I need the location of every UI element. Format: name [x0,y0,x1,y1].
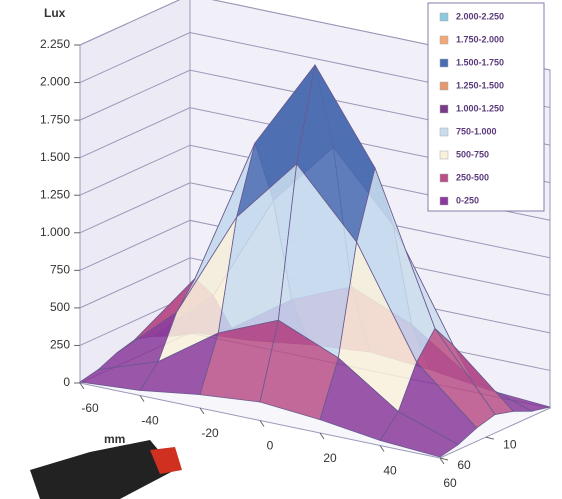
x-tick [379,445,385,452]
z-tick-label: 1.500 [40,150,70,164]
x-tick [199,407,205,415]
legend-swatch [439,58,449,68]
x-tick-label: 60 [443,476,457,490]
x-tick-label: -20 [201,426,219,440]
legend-swatch [439,12,449,22]
depth-tick [439,457,449,461]
legend-swatch [439,196,449,206]
z-tick-label: 2.000 [40,75,70,89]
legend-label: 500-750 [456,149,489,159]
grid-line [79,219,551,296]
legend-swatch [439,150,449,160]
x-tick-label: 40 [383,464,397,478]
x-axis-title: mm [104,432,125,446]
x-tick [139,395,145,402]
legend-swatch [439,104,449,114]
grid-line [79,182,551,259]
device-clip [150,447,182,474]
legend-label: 1.000-1.250 [456,103,504,113]
x-tick-label: -40 [141,414,159,428]
depth-tick-label: 10 [503,437,517,451]
z-tick-label: 500 [50,300,70,314]
x-tick [79,382,85,390]
x-tick [439,457,445,465]
z-tick-label: 1.750 [40,112,70,126]
x-tick-label: 20 [323,451,337,465]
depth-tick-label: 60 [457,458,471,472]
legend-label: 250-500 [456,172,489,182]
z-tick-label: 1.000 [40,225,70,239]
x-tick [259,420,265,427]
depth-tick [485,436,494,440]
legend-label: 750-1.000 [456,126,497,136]
legend-swatch [439,81,449,91]
legend-swatch [439,127,449,137]
z-tick-label: 1.250 [40,187,70,201]
legend-swatch [439,35,449,45]
legend-label: 1.500-1.750 [456,57,504,67]
legend-label: 1.250-1.500 [456,80,504,90]
legend-label: 1.750-2.000 [456,34,504,44]
legend-swatch [439,173,449,183]
x-tick [319,432,325,440]
z-tick-label: 2.250 [40,37,70,51]
z-tick-label: 750 [50,263,70,277]
legend-label: 2.000-2.250 [456,11,504,21]
device-photo [30,440,175,499]
z-axis-title: Lux [44,6,66,20]
x-tick-label: -60 [81,401,99,415]
z-tick-label: 0 [63,375,70,389]
surface-cell [379,411,460,458]
legend-label: 0-250 [456,195,479,205]
z-tick-label: 250 [50,338,70,352]
x-tick-label: 0 [267,439,274,453]
